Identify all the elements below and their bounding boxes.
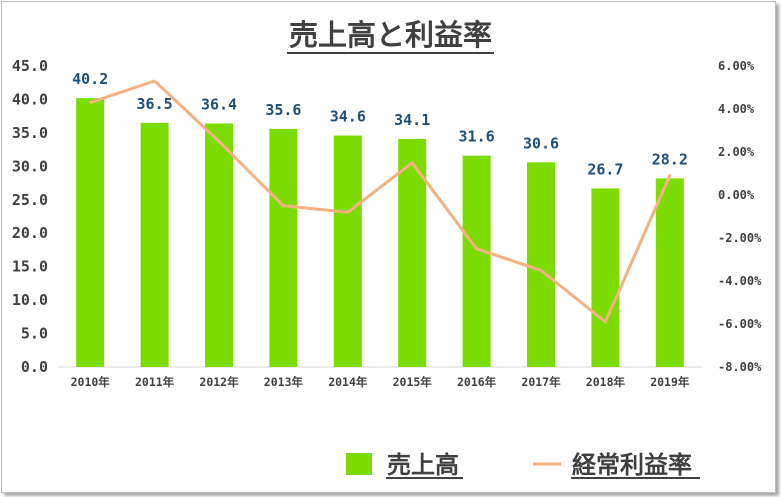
data-label: 34.6 xyxy=(330,108,366,126)
y-left-tick-label: 15.0 xyxy=(12,258,48,276)
x-tick-label: 2019年 xyxy=(650,375,690,389)
data-label: 31.6 xyxy=(459,128,495,146)
x-tick-label: 2015年 xyxy=(393,375,433,389)
y-right-tick-label: 4.00% xyxy=(718,102,755,116)
bar xyxy=(140,122,169,367)
x-tick-label: 2016年 xyxy=(457,375,497,389)
legend-label-bar: 売上高 xyxy=(387,451,459,479)
chart-title-text: 売上高と利益率 xyxy=(286,18,494,54)
x-tick-label: 2010年 xyxy=(71,375,111,389)
chart-title: 売上高と利益率 xyxy=(0,12,781,54)
legend-swatch-bar xyxy=(346,453,372,475)
data-label: 36.5 xyxy=(137,95,173,113)
data-label: 34.1 xyxy=(394,111,430,129)
data-label: 30.6 xyxy=(523,134,559,152)
x-tick-label: 2012年 xyxy=(199,375,239,389)
y-right-tick-label: 0.00% xyxy=(718,188,755,202)
y-left-tick-label: 30.0 xyxy=(12,157,48,175)
x-tick-label: 2014年 xyxy=(328,375,368,389)
y-left-tick-label: 45.0 xyxy=(12,57,48,75)
y-right-tick-label: -4.00% xyxy=(718,274,762,288)
x-tick-label: 2018年 xyxy=(586,375,626,389)
x-tick-label: 2011年 xyxy=(135,375,175,389)
bar xyxy=(333,135,362,367)
y-left-tick-label: 10.0 xyxy=(12,291,48,309)
y-left-tick-label: 25.0 xyxy=(12,191,48,209)
data-label: 28.2 xyxy=(652,150,688,168)
bar xyxy=(205,123,233,367)
bar xyxy=(269,128,298,367)
data-label: 35.6 xyxy=(265,101,301,119)
y-right-tick-label: -8.00% xyxy=(718,360,762,374)
x-tick-label: 2017年 xyxy=(521,375,561,389)
y-right-tick-label: -6.00% xyxy=(718,317,762,331)
y-right-tick-label: 2.00% xyxy=(718,145,755,159)
y-left-tick-label: 5.0 xyxy=(21,325,48,343)
bar xyxy=(462,155,491,367)
y-left-tick-label: 35.0 xyxy=(12,124,48,142)
bar xyxy=(527,162,555,367)
bar xyxy=(591,188,620,367)
y-right-tick-label: 6.00% xyxy=(718,59,755,73)
data-label: 26.7 xyxy=(587,160,623,178)
y-left-tick-label: 20.0 xyxy=(12,224,48,242)
series-line xyxy=(88,79,672,324)
y-right-tick-label: -2.00% xyxy=(718,231,762,245)
legend-label-line: 経常利益率 xyxy=(572,451,692,479)
bar xyxy=(76,98,105,368)
bar xyxy=(398,138,427,367)
data-label: 36.4 xyxy=(201,96,237,114)
y-left-tick-label: 40.0 xyxy=(12,90,48,108)
bar xyxy=(655,178,684,367)
y-left-tick-label: 0.0 xyxy=(21,358,48,376)
x-tick-label: 2013年 xyxy=(264,375,304,389)
data-label: 40.2 xyxy=(72,70,108,88)
